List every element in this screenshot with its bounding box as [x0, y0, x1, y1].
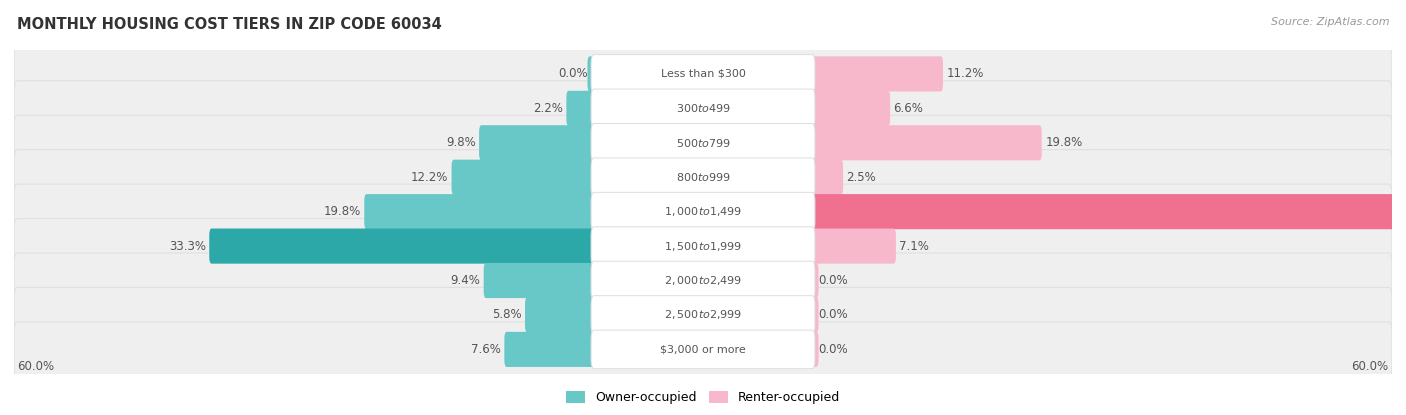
FancyBboxPatch shape [14, 115, 1392, 170]
Text: 9.4%: 9.4% [450, 274, 481, 287]
Text: 2.2%: 2.2% [533, 102, 562, 115]
Text: $3,000 or more: $3,000 or more [661, 344, 745, 354]
Legend: Owner-occupied, Renter-occupied: Owner-occupied, Renter-occupied [561, 386, 845, 409]
Text: $1,000 to $1,499: $1,000 to $1,499 [664, 205, 742, 218]
Text: 6.6%: 6.6% [894, 102, 924, 115]
Text: 5.8%: 5.8% [492, 308, 522, 322]
FancyBboxPatch shape [14, 253, 1392, 308]
Text: $1,500 to $1,999: $1,500 to $1,999 [664, 239, 742, 253]
Text: 11.2%: 11.2% [946, 67, 984, 81]
Text: $800 to $999: $800 to $999 [675, 171, 731, 183]
Text: 0.0%: 0.0% [818, 274, 848, 287]
FancyBboxPatch shape [14, 81, 1392, 136]
FancyBboxPatch shape [479, 125, 596, 160]
FancyBboxPatch shape [364, 194, 596, 229]
Text: 0.0%: 0.0% [818, 308, 848, 322]
FancyBboxPatch shape [567, 91, 596, 126]
Text: Source: ZipAtlas.com: Source: ZipAtlas.com [1271, 17, 1389, 27]
FancyBboxPatch shape [209, 229, 596, 264]
Text: 0.0%: 0.0% [818, 343, 848, 356]
Text: 7.6%: 7.6% [471, 343, 501, 356]
Text: $500 to $799: $500 to $799 [675, 137, 731, 149]
FancyBboxPatch shape [591, 330, 815, 369]
FancyBboxPatch shape [810, 125, 1042, 160]
FancyBboxPatch shape [810, 160, 844, 195]
FancyBboxPatch shape [14, 322, 1392, 377]
FancyBboxPatch shape [451, 160, 596, 195]
Text: $2,500 to $2,999: $2,500 to $2,999 [664, 308, 742, 322]
Text: 7.1%: 7.1% [900, 239, 929, 253]
FancyBboxPatch shape [591, 124, 815, 162]
FancyBboxPatch shape [14, 46, 1392, 101]
FancyBboxPatch shape [810, 194, 1406, 229]
FancyBboxPatch shape [14, 150, 1392, 205]
Text: $2,000 to $2,499: $2,000 to $2,499 [664, 274, 742, 287]
Text: Less than $300: Less than $300 [661, 69, 745, 79]
FancyBboxPatch shape [524, 298, 596, 332]
Text: MONTHLY HOUSING COST TIERS IN ZIP CODE 60034: MONTHLY HOUSING COST TIERS IN ZIP CODE 6… [17, 17, 441, 32]
FancyBboxPatch shape [591, 193, 815, 231]
FancyBboxPatch shape [484, 263, 596, 298]
FancyBboxPatch shape [14, 219, 1392, 273]
Text: 12.2%: 12.2% [411, 171, 449, 184]
FancyBboxPatch shape [14, 184, 1392, 239]
FancyBboxPatch shape [505, 332, 596, 367]
Text: 9.8%: 9.8% [446, 136, 475, 149]
FancyBboxPatch shape [810, 332, 818, 367]
FancyBboxPatch shape [591, 158, 815, 196]
FancyBboxPatch shape [588, 56, 596, 91]
FancyBboxPatch shape [14, 288, 1392, 342]
FancyBboxPatch shape [591, 89, 815, 128]
Text: 19.8%: 19.8% [1045, 136, 1083, 149]
Text: 60.0%: 60.0% [17, 360, 55, 373]
FancyBboxPatch shape [810, 229, 896, 264]
FancyBboxPatch shape [810, 91, 890, 126]
Text: 19.8%: 19.8% [323, 205, 361, 218]
FancyBboxPatch shape [810, 263, 818, 298]
FancyBboxPatch shape [591, 227, 815, 265]
FancyBboxPatch shape [591, 55, 815, 93]
Text: 0.0%: 0.0% [558, 67, 588, 81]
Text: 60.0%: 60.0% [1351, 360, 1389, 373]
FancyBboxPatch shape [591, 295, 815, 334]
FancyBboxPatch shape [591, 261, 815, 300]
Text: 2.5%: 2.5% [846, 171, 876, 184]
FancyBboxPatch shape [810, 298, 818, 332]
FancyBboxPatch shape [810, 56, 943, 91]
Text: $300 to $499: $300 to $499 [675, 103, 731, 115]
Text: 33.3%: 33.3% [169, 239, 205, 253]
